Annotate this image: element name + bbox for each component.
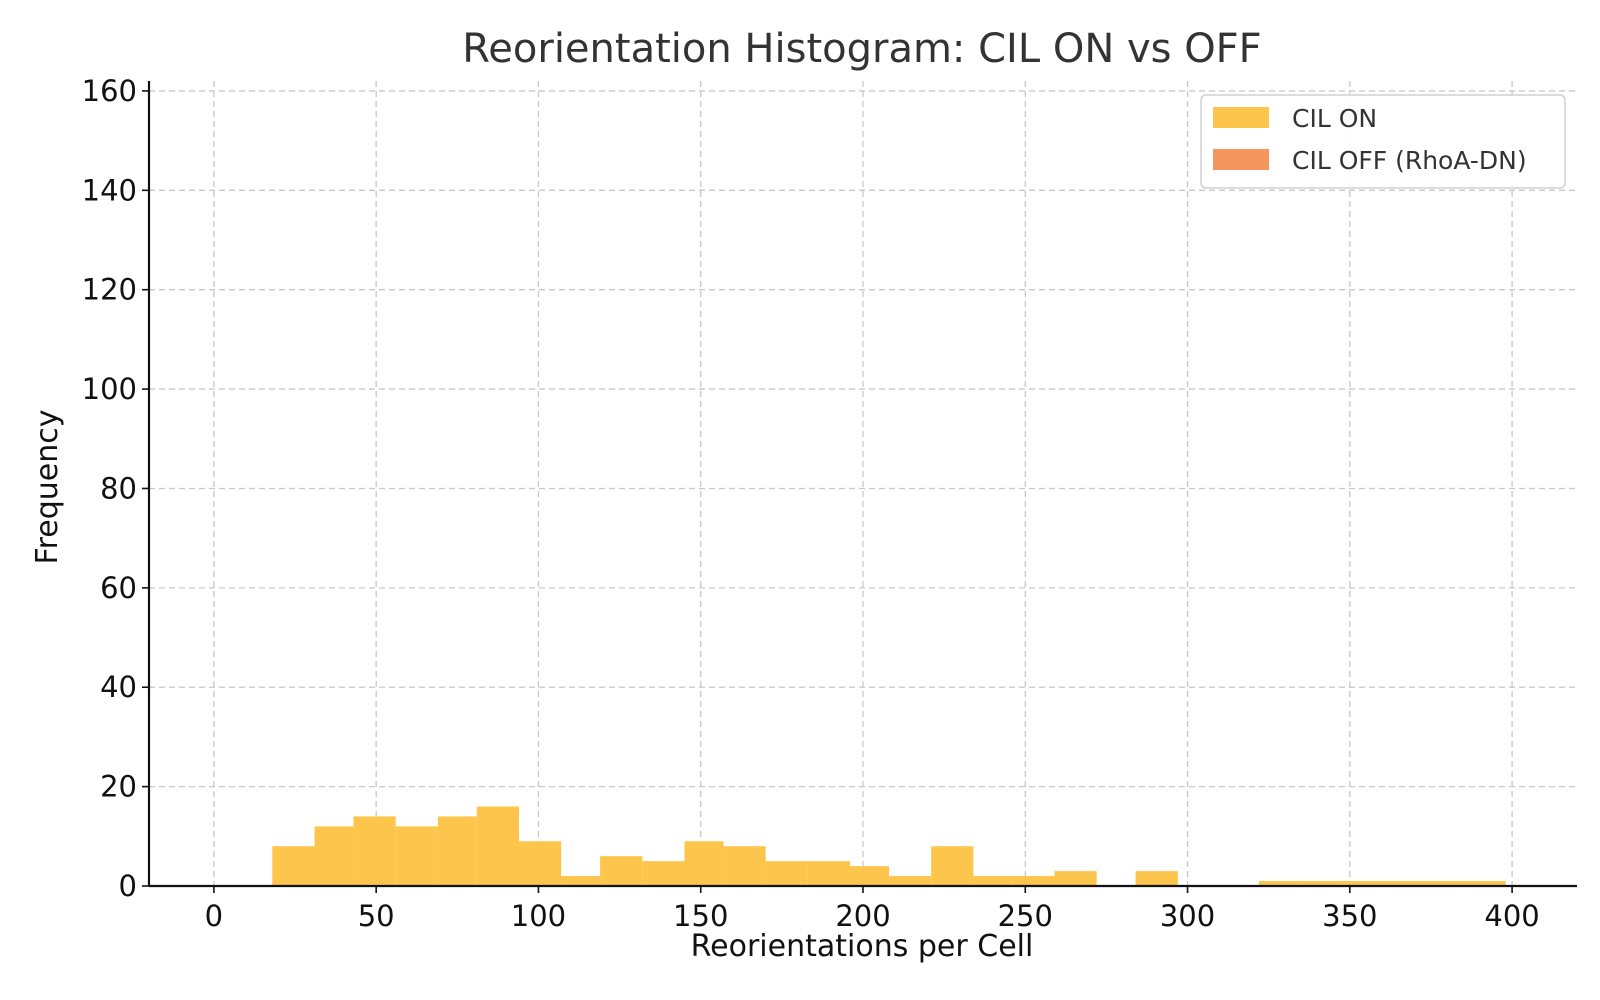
- x-tick-label: 50: [358, 899, 395, 933]
- histogram-bar: [1466, 881, 1506, 886]
- histogram-bar: [973, 876, 1013, 886]
- chart-legend: CIL ON CIL OFF (RhoA-DN): [1200, 94, 1566, 189]
- grid-lines: [149, 81, 1577, 887]
- legend-swatch-cil-on: [1213, 107, 1269, 128]
- y-tick-label: 20: [100, 770, 137, 804]
- histogram-bar: [1301, 881, 1344, 886]
- histogram-bar: [1258, 881, 1302, 886]
- histogram-bar: [723, 846, 766, 886]
- histogram-bar: [807, 861, 851, 886]
- histogram-bar: [395, 826, 438, 886]
- histogram-bar: [1054, 871, 1097, 886]
- y-tick-label: 80: [100, 471, 137, 505]
- x-tick-label: 0: [205, 899, 223, 933]
- y-tick-label: 0: [119, 869, 137, 903]
- y-tick-label: 160: [82, 74, 137, 108]
- histogram-bar: [518, 841, 562, 886]
- histogram-bar: [1382, 881, 1425, 886]
- histogram-bar: [1012, 876, 1055, 886]
- x-tick-labels: 0 50 100 150 200 250 300 350 400: [205, 886, 1540, 933]
- histogram-bar: [850, 866, 889, 886]
- x-tick-label: 150: [673, 899, 728, 933]
- x-tick-label: 350: [1322, 899, 1377, 933]
- histogram-bar: [437, 816, 477, 886]
- histogram-bar: [765, 861, 808, 886]
- x-tick-label: 400: [1484, 899, 1539, 933]
- legend-frame: [1200, 94, 1566, 189]
- histogram-bar: [1424, 881, 1467, 886]
- y-tick-label: 120: [82, 273, 137, 307]
- y-tick-label: 100: [82, 372, 137, 406]
- legend-swatch-cil-off: [1213, 149, 1269, 170]
- histogram-bar: [931, 846, 974, 886]
- x-tick-label: 200: [835, 899, 890, 933]
- histogram-bar: [600, 856, 643, 886]
- histogram-bar: [476, 806, 519, 886]
- y-axis-label: Frequency: [30, 410, 65, 565]
- y-tick-label: 40: [100, 670, 137, 704]
- histogram-bar: [272, 846, 315, 886]
- histogram-bar: [1135, 871, 1178, 886]
- legend-label-cil-off: CIL OFF (RhoA-DN): [1292, 146, 1527, 175]
- y-tick-label: 140: [82, 173, 137, 207]
- histogram-bars: [272, 806, 1506, 886]
- x-axis-label: Reorientations per Cell: [691, 929, 1034, 964]
- histogram-bar: [314, 826, 354, 886]
- histogram-bar: [353, 816, 396, 886]
- y-tick-label: 60: [100, 571, 137, 605]
- histogram-bar: [684, 841, 724, 886]
- x-tick-label: 100: [511, 899, 566, 933]
- legend-label-cil-on: CIL ON: [1292, 104, 1377, 133]
- histogram-bar: [1343, 881, 1383, 886]
- x-tick-label: 300: [1160, 899, 1215, 933]
- chart-title: Reorientation Histogram: CIL ON vs OFF: [462, 26, 1261, 72]
- histogram-bar: [561, 876, 601, 886]
- histogram-bar: [642, 861, 685, 886]
- y-tick-labels: 0 20 40 60 80 100 120 140 160: [82, 74, 149, 903]
- x-tick-label: 250: [998, 899, 1053, 933]
- histogram-bar: [888, 876, 932, 886]
